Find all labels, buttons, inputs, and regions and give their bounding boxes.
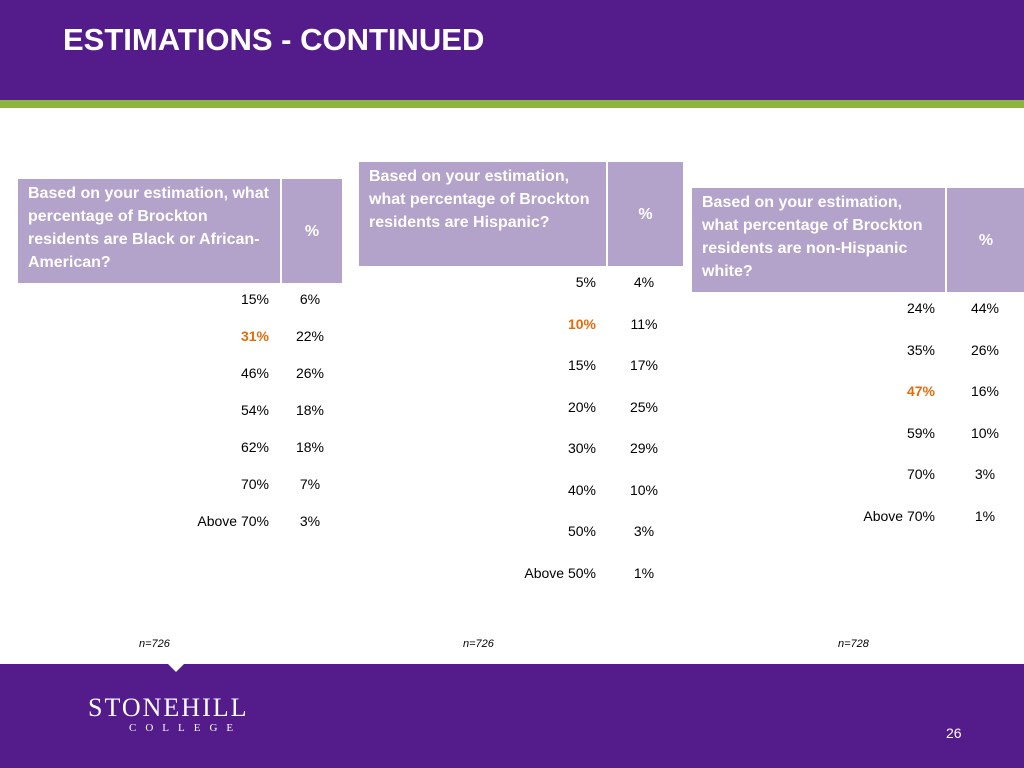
question-header: Based on your estimation, what percentag…: [18, 179, 280, 283]
estimate-value: 24%: [906, 300, 935, 316]
percent-value: 10%: [970, 424, 1000, 441]
percent-value: 10%: [629, 481, 659, 498]
footer-band: [0, 664, 1024, 768]
sample-size-2: n=726: [463, 638, 494, 650]
percent-value: 26%: [295, 365, 325, 381]
estimate-value: Above 70%: [863, 507, 935, 524]
percent-value: 18%: [295, 402, 325, 418]
estimate-value: 62%: [240, 439, 269, 455]
estimate-value: 70%: [240, 476, 269, 492]
slide-title: ESTIMATIONS - CONTINUED: [63, 22, 485, 57]
page-number: 26: [946, 725, 962, 741]
question-header: Based on your estimation, what percentag…: [359, 162, 606, 266]
percent-value: 7%: [299, 476, 321, 492]
percent-value: 22%: [295, 328, 325, 344]
estimate-value: 40%: [567, 481, 596, 498]
estimate-value: 5%: [575, 274, 596, 290]
percent-value: 18%: [295, 439, 325, 455]
percent-value: 26%: [970, 341, 1000, 358]
estimate-value: 15%: [240, 291, 269, 307]
estimate-value: 46%: [240, 365, 269, 381]
estimate-value: 59%: [906, 424, 935, 441]
percent-value: 16%: [970, 383, 1000, 399]
percent-value: 17%: [629, 357, 659, 373]
percent-value: 3%: [974, 466, 996, 482]
estimate-value: 54%: [240, 402, 269, 418]
estimate-value: 35%: [906, 341, 935, 358]
percent-value: 44%: [970, 300, 1000, 316]
percent-value: 29%: [629, 440, 659, 456]
percent-value: 11%: [630, 315, 658, 332]
estimate-value: 31%: [240, 328, 269, 344]
estimate-value: 20%: [567, 398, 596, 415]
estimate-value: 50%: [567, 523, 596, 539]
estimate-value: 70%: [906, 466, 935, 482]
header-band: [0, 0, 1024, 100]
percent-value: 1%: [974, 507, 996, 524]
percent-value: 3%: [633, 523, 655, 539]
estimate-value: Above 70%: [197, 513, 269, 529]
percent-header: %: [947, 188, 1024, 292]
estimate-value: Above 50%: [524, 564, 596, 581]
college-logo-subtitle: COLLEGE: [129, 722, 243, 734]
accent-line: [0, 100, 1024, 108]
college-logo-name: STONEHILL: [88, 693, 249, 722]
estimate-value: 15%: [567, 357, 596, 373]
sample-size-3: n=728: [838, 638, 869, 650]
percent-value: 3%: [299, 513, 321, 529]
estimate-value: 47%: [906, 383, 935, 399]
question-header: Based on your estimation, what percentag…: [692, 188, 945, 292]
footer-notch: [168, 664, 184, 672]
percent-header: %: [282, 179, 342, 283]
percent-value: 1%: [633, 564, 655, 581]
percent-value: 6%: [299, 291, 321, 307]
estimate-value: 10%: [567, 315, 596, 332]
percent-value: 25%: [629, 398, 659, 415]
estimate-value: 30%: [567, 440, 596, 456]
percent-header: %: [608, 162, 683, 266]
percent-value: 4%: [633, 274, 655, 290]
sample-size-1: n=726: [139, 638, 170, 650]
